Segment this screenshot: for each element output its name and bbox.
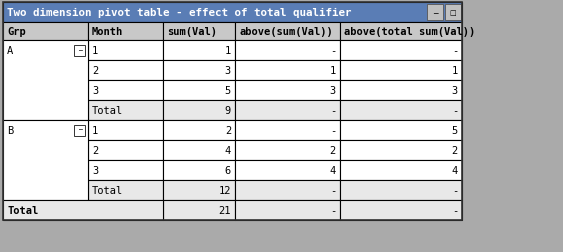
Text: -: - [452,106,458,115]
Text: 5: 5 [452,125,458,136]
Bar [427,5,443,21]
Text: -: - [330,185,336,195]
Text: Total: Total [92,185,123,195]
Text: -: - [452,185,458,195]
Text: A: A [7,46,14,56]
Text: 2: 2 [225,125,231,136]
Bar [340,61,462,81]
Text: 6: 6 [225,165,231,175]
Text: □: □ [450,10,457,16]
Text: 2: 2 [92,66,99,76]
Text: Month: Month [92,27,123,37]
Bar [88,101,163,120]
Bar [340,140,462,160]
Bar [340,200,462,220]
Text: sum(Val): sum(Val) [167,27,217,37]
Bar [163,61,235,81]
Text: -: - [330,205,336,215]
Text: -: - [452,205,458,215]
Text: 1: 1 [225,46,231,56]
Bar [74,45,85,56]
Text: 3: 3 [452,86,458,96]
Bar [163,23,235,41]
Text: 21: 21 [218,205,231,215]
Text: 1: 1 [92,125,99,136]
Text: 5: 5 [225,86,231,96]
Bar [340,23,462,41]
Bar [88,23,163,41]
Bar [163,41,235,61]
Text: 1: 1 [92,46,99,56]
Text: 4: 4 [330,165,336,175]
Text: -: - [330,125,336,136]
Text: 1: 1 [330,66,336,76]
Bar [163,180,235,200]
Bar [163,140,235,160]
Text: Total: Total [7,205,38,215]
Bar [163,101,235,120]
Text: 2: 2 [92,145,99,155]
Text: Two dimension pivot table - effect of total qualifier: Two dimension pivot table - effect of to… [7,8,351,18]
Bar [74,125,85,136]
Text: ─: ─ [78,48,82,53]
Bar [3,41,88,120]
Bar [163,200,235,220]
Text: 4: 4 [225,145,231,155]
Bar [3,3,462,220]
Text: B: B [7,125,14,136]
Bar [340,101,462,120]
Bar [88,61,163,81]
Text: 3: 3 [330,86,336,96]
Text: 1: 1 [452,66,458,76]
Bar [3,200,163,220]
Text: 2: 2 [452,145,458,155]
Bar [445,5,461,21]
Bar [235,140,340,160]
Text: -: - [452,46,458,56]
Bar [163,81,235,101]
Bar [235,41,340,61]
Text: 12: 12 [218,185,231,195]
Bar [235,23,340,41]
Text: -: - [330,106,336,115]
Bar [340,180,462,200]
Text: 3: 3 [225,66,231,76]
Text: 3: 3 [92,86,99,96]
Bar [235,160,340,180]
Bar [3,3,462,23]
Text: -: - [330,46,336,56]
Bar [235,61,340,81]
Bar [235,101,340,120]
Bar [235,120,340,140]
Text: ─: ─ [433,9,437,17]
Text: above(sum(Val)): above(sum(Val)) [239,27,333,37]
Bar [88,81,163,101]
Bar [235,81,340,101]
Text: ─: ─ [78,128,82,133]
Text: 2: 2 [330,145,336,155]
Bar [340,160,462,180]
Bar [340,41,462,61]
Bar [3,23,88,41]
Bar [88,160,163,180]
Bar [88,180,163,200]
Bar [340,120,462,140]
Text: 4: 4 [452,165,458,175]
Bar [88,120,163,140]
Text: 3: 3 [92,165,99,175]
Text: above(total sum(Val)): above(total sum(Val)) [344,27,475,37]
Text: Total: Total [92,106,123,115]
Bar [88,140,163,160]
Bar [88,41,163,61]
Text: 9: 9 [225,106,231,115]
Bar [340,81,462,101]
Bar [235,180,340,200]
Bar [235,200,340,220]
Bar [163,120,235,140]
Bar [3,120,88,200]
Text: Grp: Grp [7,27,26,37]
Bar [163,160,235,180]
